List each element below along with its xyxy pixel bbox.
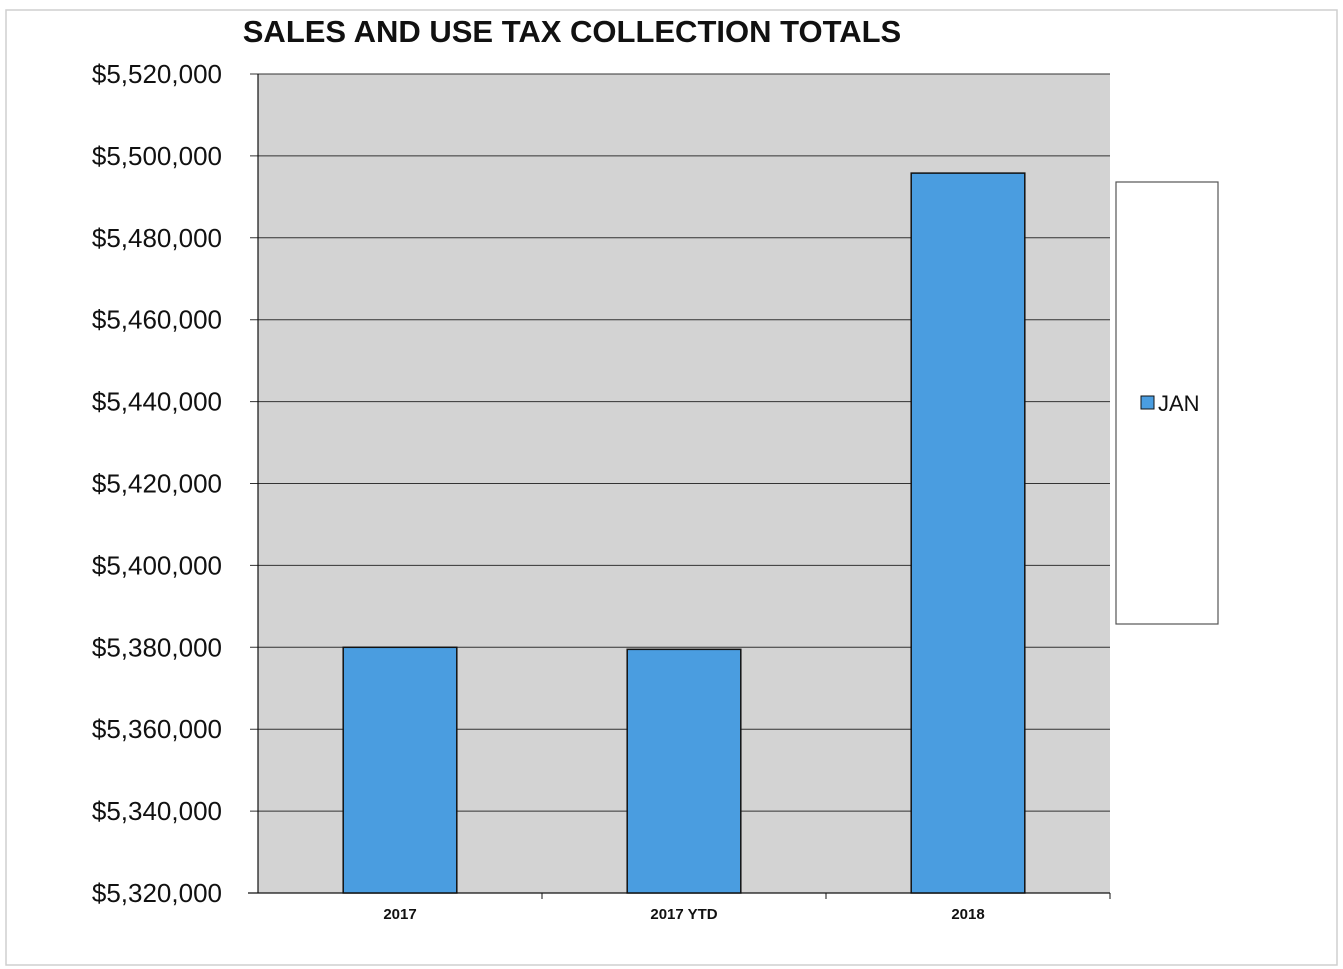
bar-2018 xyxy=(910,172,1026,894)
bars xyxy=(342,172,1026,894)
y-tick-label: $5,400,000 xyxy=(92,550,222,580)
bar-2017-ytd xyxy=(626,648,742,894)
legend-label-jan: JAN xyxy=(1158,391,1200,416)
y-tick-label: $5,460,000 xyxy=(92,305,222,335)
legend: JAN xyxy=(1115,181,1219,625)
y-tick-label: $5,480,000 xyxy=(92,223,222,253)
y-tick-label: $5,380,000 xyxy=(92,632,222,662)
y-tick-label: $5,360,000 xyxy=(92,714,222,744)
y-tick-label: $5,320,000 xyxy=(92,878,222,908)
y-axis-tick-labels: $5,320,000 $5,340,000 $5,360,000 $5,380,000… xyxy=(92,59,222,908)
y-tick-label: $5,500,000 xyxy=(92,141,222,171)
y-tick-label: $5,520,000 xyxy=(92,59,222,89)
x-tick-label: 2017 xyxy=(383,906,416,923)
legend-swatch-jan xyxy=(1140,395,1155,410)
y-tick-label: $5,440,000 xyxy=(92,387,222,417)
legend-box xyxy=(1115,181,1219,625)
x-tick-label: 2017 YTD xyxy=(650,906,717,923)
chart-title: SALES AND USE TAX COLLECTION TOTALS xyxy=(243,14,901,49)
bar-2017 xyxy=(342,646,458,894)
x-tick-label: 2018 xyxy=(951,906,984,923)
y-tick-label: $5,340,000 xyxy=(92,796,222,826)
y-tick-label: $5,420,000 xyxy=(92,469,222,499)
x-axis-tick-labels: 2017 2017 YTD 2018 xyxy=(383,893,1111,923)
